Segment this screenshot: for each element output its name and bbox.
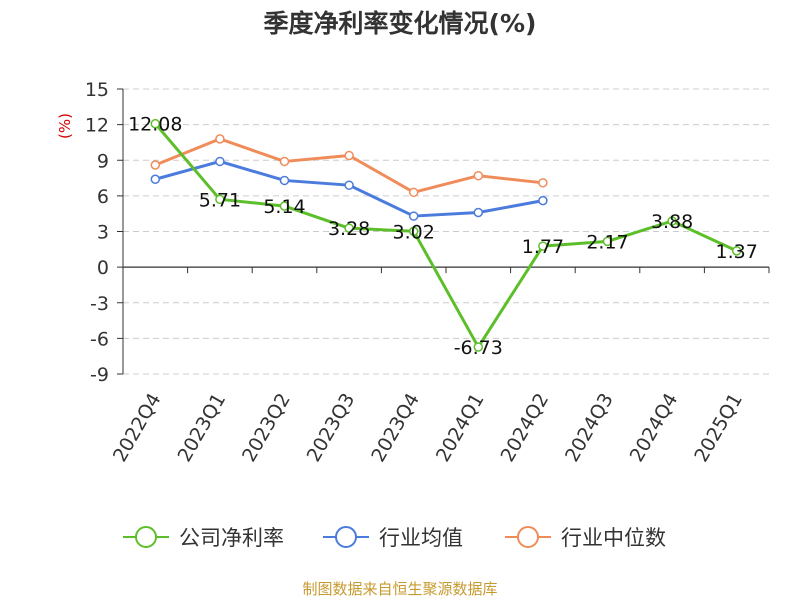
data-point <box>408 211 419 221</box>
legend-marker <box>517 526 539 548</box>
data-point <box>344 223 354 233</box>
x-tick-label: 2022Q4 <box>109 390 166 466</box>
legend-marker <box>335 526 357 548</box>
y-tick-label: -6 <box>90 328 109 350</box>
x-tick-label: 2025Q1 <box>690 390 747 466</box>
data-point <box>538 241 548 251</box>
data-point <box>602 236 613 247</box>
y-tick-label: 15 <box>85 79 109 101</box>
x-tick-label: 2024Q3 <box>561 390 618 466</box>
data-point <box>150 160 161 170</box>
y-tick-label: 9 <box>97 150 109 172</box>
y-tick-label: 3 <box>97 222 109 244</box>
x-tick-label: 2024Q1 <box>432 390 489 466</box>
legend-label: 公司净利率 <box>179 526 284 550</box>
data-label: 3.02 <box>393 221 435 243</box>
x-tick-label: 2024Q4 <box>626 390 683 466</box>
data-point <box>731 246 742 256</box>
data-label: 1.77 <box>522 236 564 258</box>
data-point <box>150 118 161 129</box>
x-tick-label: 2023Q2 <box>238 390 295 466</box>
data-point <box>215 194 225 205</box>
data-point <box>215 156 225 167</box>
data-label: 1.37 <box>716 241 758 263</box>
data-point <box>344 150 354 161</box>
data-point <box>279 201 290 211</box>
data-label: 12.08 <box>128 114 182 136</box>
chart-title: 季度净利率变化情况(%) <box>263 9 537 38</box>
data-point <box>279 175 290 186</box>
data-point <box>150 174 161 184</box>
series-line <box>154 122 738 349</box>
data-label: 3.28 <box>328 218 370 240</box>
x-tick-label: 2023Q1 <box>173 390 230 466</box>
y-tick-label: -9 <box>90 364 109 386</box>
x-tick-label: 2023Q4 <box>367 390 424 466</box>
data-label: 2.17 <box>586 231 628 253</box>
data-point <box>538 178 548 188</box>
y-tick-label: 12 <box>85 115 109 137</box>
y-tick-label: 6 <box>97 186 109 208</box>
legend-label: 行业均值 <box>379 526 463 550</box>
x-tick-label: 2023Q3 <box>303 390 360 466</box>
data-point <box>215 134 225 144</box>
data-point <box>279 156 290 167</box>
y-axis-label: (%) <box>56 113 74 139</box>
data-label: -6.73 <box>454 337 503 359</box>
data-label: 5.14 <box>263 196 305 218</box>
data-point <box>408 226 419 237</box>
data-point <box>667 216 677 226</box>
legend-label: 行业中位数 <box>561 526 666 550</box>
data-label: 5.71 <box>199 189 241 211</box>
source-note: 制图数据来自恒生聚源数据库 <box>302 580 498 598</box>
y-tick-label: 0 <box>97 257 109 279</box>
x-tick-label: 2024Q2 <box>496 390 553 466</box>
data-point <box>408 187 419 198</box>
data-point <box>344 180 354 190</box>
data-point <box>538 195 548 206</box>
data-point <box>473 170 484 181</box>
data-point <box>473 342 484 352</box>
legend-marker <box>135 526 157 548</box>
data-point <box>473 207 484 218</box>
y-tick-label: -3 <box>90 293 109 315</box>
data-label: 3.88 <box>651 211 693 233</box>
